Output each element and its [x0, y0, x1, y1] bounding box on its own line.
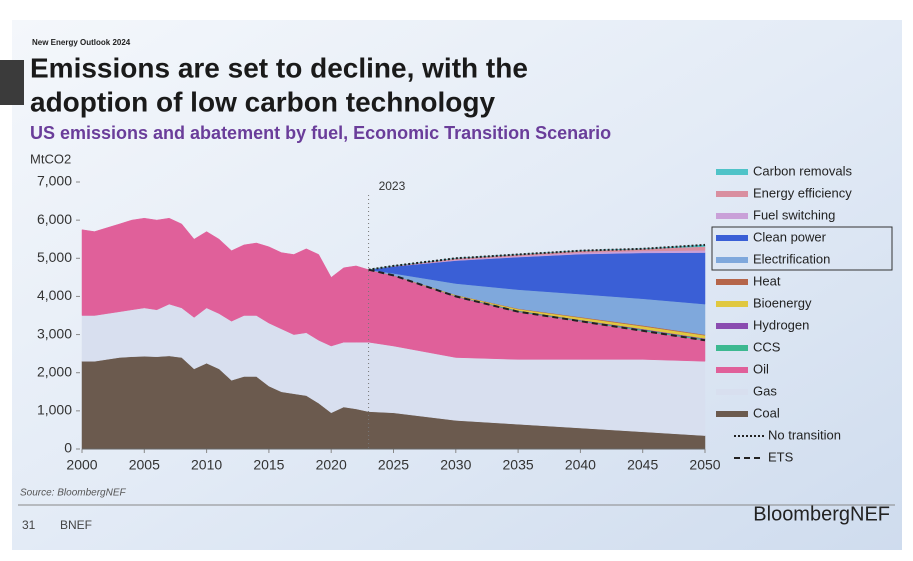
legend-label: Oil — [753, 361, 769, 376]
legend-label: No transition — [768, 427, 841, 442]
legend-swatch — [716, 301, 748, 307]
legend-swatch — [716, 323, 748, 329]
legend-swatch — [716, 345, 748, 351]
legend-swatch — [716, 191, 748, 197]
subtitle: US emissions and abatement by fuel, Econ… — [30, 123, 611, 143]
corner-shadow — [0, 60, 24, 105]
y-tick-label: 1,000 — [37, 402, 72, 418]
x-tick-label: 2020 — [316, 457, 347, 473]
legend-swatch — [716, 411, 748, 417]
x-tick-label: 2045 — [627, 457, 658, 473]
plot: 0 1,000 2,000 3,000 4,000 5,000 6,000 7,000 2000… — [37, 163, 853, 472]
legend-label: Electrification — [753, 251, 830, 266]
logo: BloombergNEF — [753, 503, 890, 525]
line — [368, 268, 706, 342]
legend-label: Fuel switching — [753, 207, 835, 222]
legend-label: Bioenergy — [753, 295, 812, 310]
legend-swatch — [716, 279, 748, 285]
legend-swatch — [716, 367, 748, 373]
legend-label: ETS — [768, 449, 794, 464]
title: Emissions are set to decline, with the — [30, 52, 528, 83]
legend-label: Heat — [753, 273, 781, 288]
legend-label: Carbon removals — [753, 163, 852, 178]
legend-label: Energy efficiency — [753, 185, 852, 200]
x-tick-label: 2000 — [66, 457, 97, 473]
x-tick-label: 2030 — [440, 457, 471, 473]
x-tick-label: 2025 — [378, 457, 409, 473]
y-tick-label: 5,000 — [37, 249, 72, 265]
y-tick-label: 0 — [64, 440, 72, 456]
x-tick-label: 2035 — [503, 457, 534, 473]
annotation: 2023 — [379, 179, 406, 193]
legend-highlight-box — [711, 226, 893, 271]
legend-label: CCS — [753, 339, 781, 354]
y-tick-label: 3,000 — [37, 325, 72, 341]
x-tick-label: 2005 — [129, 457, 160, 473]
org: BNEF — [60, 518, 92, 532]
legend-label: Gas — [753, 383, 777, 398]
title: adoption of low carbon technology — [30, 86, 496, 117]
x-tick-label: 2015 — [253, 457, 284, 473]
legend-swatch — [716, 213, 748, 219]
legend-label: Hydrogen — [753, 317, 809, 332]
kicker: New Energy Outlook 2024 — [32, 38, 131, 47]
y-tick-label: 4,000 — [37, 287, 72, 303]
x-tick-label: 2050 — [689, 457, 720, 473]
legend-swatch — [716, 169, 748, 175]
legend-label: Clean power — [753, 229, 827, 244]
x-tick-label: 2040 — [565, 457, 596, 473]
page-number: 31 — [22, 518, 36, 532]
y-tick-label: 6,000 — [37, 211, 72, 227]
legend-swatch — [716, 257, 748, 263]
legend-swatch — [716, 389, 748, 395]
legend-label: Coal — [753, 405, 780, 420]
x-tick-label: 2010 — [191, 457, 222, 473]
source: Source: BloombergNEF — [20, 488, 126, 499]
area — [81, 217, 706, 362]
line — [368, 243, 706, 271]
y-tick-label: 2,000 — [37, 363, 72, 379]
y-tick-label: 7,000 — [37, 173, 72, 189]
legend-swatch — [716, 235, 748, 241]
y-axis-label: MtCO2 — [30, 151, 71, 166]
